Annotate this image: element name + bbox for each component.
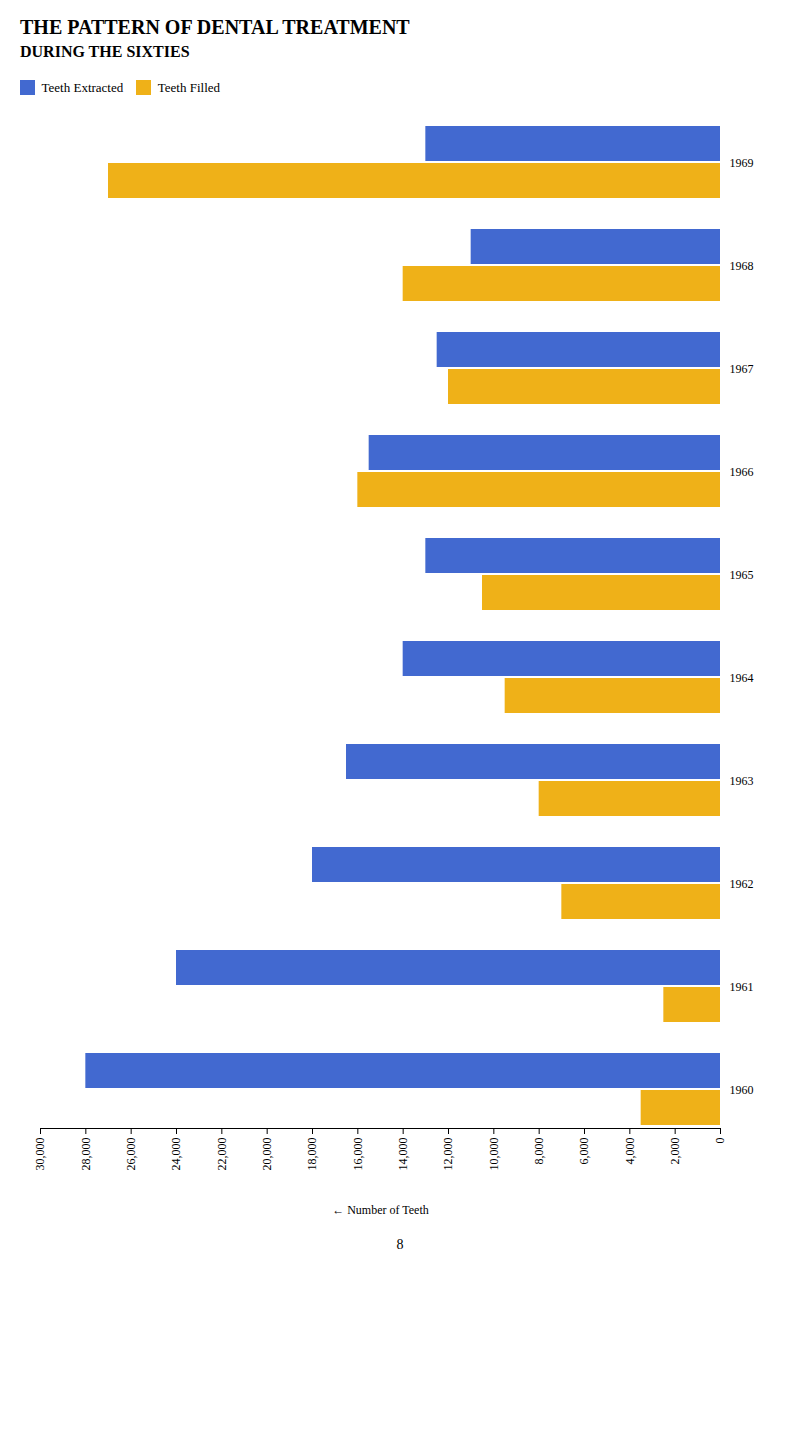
svg-text:30,000: 30,000	[33, 1137, 47, 1170]
svg-text:1969: 1969	[730, 155, 754, 169]
svg-text:6,000: 6,000	[577, 1137, 591, 1164]
svg-text:0: 0	[713, 1137, 727, 1143]
svg-text:12,000: 12,000	[441, 1137, 455, 1170]
svg-text:8,000: 8,000	[532, 1137, 546, 1164]
html-text:THE PATTERN OF DENTAL TREATMEN: THE PATTERN OF DENTAL TREATMENT	[20, 16, 410, 38]
svg-text:1966: 1966	[730, 464, 754, 478]
svg-text:1962: 1962	[730, 876, 754, 890]
svg-text:1968: 1968	[730, 258, 754, 272]
svg-text:22,000: 22,000	[215, 1137, 229, 1170]
svg-text:28,000: 28,000	[79, 1137, 93, 1170]
svg-text:26,000: 26,000	[124, 1137, 138, 1170]
svg-text:1964: 1964	[730, 670, 754, 684]
svg-text:1961: 1961	[730, 979, 754, 993]
svg-text:4,000: 4,000	[623, 1137, 637, 1164]
html-text:Teeth Extracted: Teeth Extracted	[41, 79, 124, 95]
svg-text:1965: 1965	[730, 567, 754, 581]
html-text:Teeth Filled: Teeth Filled	[157, 79, 220, 95]
svg-text:← Number of Teeth: ← Number of Teeth	[332, 1202, 429, 1216]
html-text:DURING THE SIXTIES: DURING THE SIXTIES	[20, 43, 190, 60]
svg-text:18,000: 18,000	[305, 1137, 319, 1170]
svg-text:20,000: 20,000	[260, 1137, 274, 1170]
html-text:8: 8	[396, 1236, 404, 1252]
svg-text:10,000: 10,000	[487, 1137, 501, 1170]
svg-text:14,000: 14,000	[396, 1137, 410, 1170]
svg-text:24,000: 24,000	[169, 1137, 183, 1170]
svg-text:1963: 1963	[730, 773, 754, 787]
svg-text:2,000: 2,000	[668, 1137, 682, 1164]
svg-text:1967: 1967	[730, 361, 754, 375]
svg-text:1960: 1960	[730, 1082, 754, 1096]
svg-text:16,000: 16,000	[351, 1137, 365, 1170]
